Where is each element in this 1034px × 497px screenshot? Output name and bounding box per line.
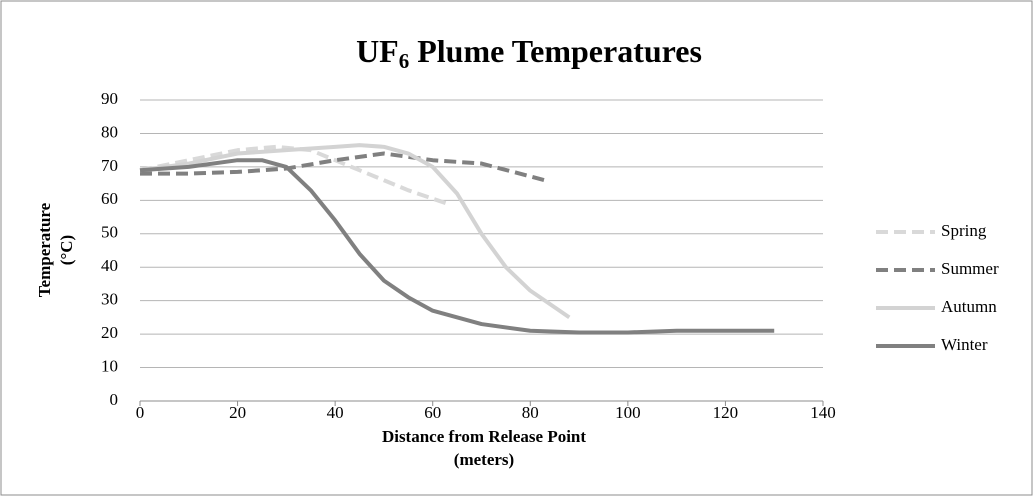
x-tick-label: 0 (136, 403, 145, 422)
title-part: UF (356, 33, 399, 69)
x-tick-label: 100 (615, 403, 641, 422)
x-tick-label: 140 (810, 403, 836, 422)
legend-label: Autumn (941, 297, 997, 316)
y-tick-label: 30 (101, 290, 118, 309)
title-part: Plume Temperatures (409, 33, 702, 69)
y-tick-label: 70 (101, 156, 118, 175)
y-axis-label: Temperature (35, 202, 54, 297)
y-axis-label: (°C) (57, 235, 76, 265)
x-axis-label: (meters) (454, 450, 514, 469)
y-tick-label: 40 (101, 256, 118, 275)
y-tick-label: 0 (110, 390, 119, 409)
x-tick-label: 60 (424, 403, 441, 422)
series-line (140, 151, 546, 183)
x-tick-label: 80 (522, 403, 539, 422)
y-tick-label: 90 (101, 89, 118, 108)
x-tick-label: 20 (229, 403, 246, 422)
legend-label: Spring (941, 221, 987, 240)
x-tick-label: 120 (713, 403, 739, 422)
title-subscript: 6 (399, 49, 410, 73)
series-line (139, 158, 775, 335)
y-tick-label: 60 (101, 189, 118, 208)
x-tick-label: 40 (327, 403, 344, 422)
legend-label: Winter (941, 335, 988, 354)
legend-label: Summer (941, 259, 999, 278)
chart-title: UF6 Plume Temperatures (356, 33, 702, 72)
series-line (139, 143, 571, 320)
y-tick-label: 50 (101, 223, 118, 242)
y-tick-label: 10 (101, 356, 118, 375)
y-tick-label: 20 (101, 323, 118, 342)
x-axis-label: Distance from Release Point (382, 427, 586, 446)
y-tick-label: 80 (101, 122, 118, 141)
